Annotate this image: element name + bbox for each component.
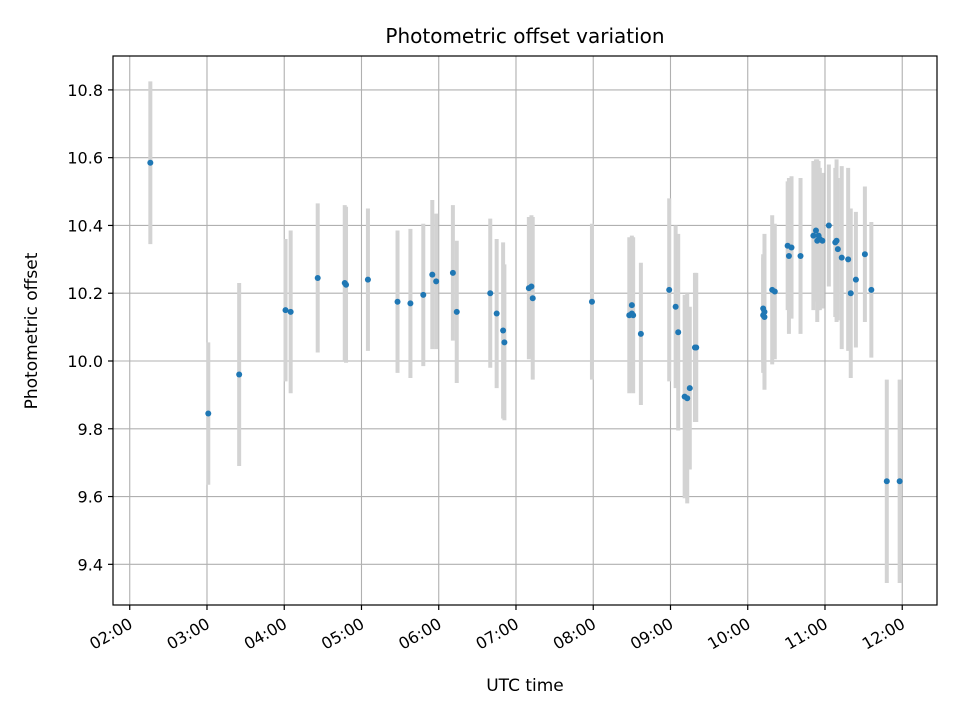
- data-point: [845, 256, 852, 263]
- data-points: [147, 159, 903, 485]
- data-point: [628, 302, 635, 309]
- y-axis-label: Photometric offset: [22, 252, 42, 409]
- data-point: [761, 313, 768, 320]
- x-axis-label: UTC time: [486, 676, 564, 696]
- data-point: [771, 288, 778, 295]
- plot-frame: [112, 55, 938, 606]
- data-point: [343, 281, 350, 288]
- data-point: [684, 395, 691, 402]
- data-point: [287, 308, 294, 315]
- data-point: [852, 276, 859, 283]
- data-point: [883, 478, 890, 485]
- y-tick-label: 10.2: [67, 284, 103, 303]
- data-point: [833, 237, 840, 244]
- data-point: [493, 310, 500, 317]
- data-point: [394, 298, 401, 305]
- data-point: [147, 159, 154, 166]
- y-tick-label: 10.6: [67, 149, 103, 168]
- y-axis: 9.4 9.6 9.8 10.0 10.2 10.4 10.6 10.8: [67, 81, 113, 574]
- data-point: [453, 308, 460, 315]
- data-point: [588, 298, 595, 305]
- y-tick-label: 10.8: [67, 81, 103, 100]
- data-point: [785, 252, 792, 259]
- data-point: [528, 283, 535, 290]
- data-point: [449, 269, 456, 276]
- data-point: [487, 290, 494, 297]
- data-point: [761, 308, 768, 315]
- data-point: [868, 286, 875, 293]
- data-point: [420, 291, 427, 298]
- data-point: [500, 327, 507, 334]
- data-point: [825, 222, 832, 229]
- y-tick-label: 9.6: [78, 488, 103, 507]
- data-point: [314, 274, 321, 281]
- data-point: [812, 227, 819, 234]
- grid: [113, 56, 937, 605]
- data-point: [788, 244, 795, 251]
- data-point: [861, 251, 868, 258]
- data-point: [675, 329, 682, 336]
- data-point: [433, 278, 440, 285]
- data-point: [282, 307, 289, 314]
- data-point: [672, 303, 679, 310]
- data-point: [529, 295, 536, 302]
- data-point: [407, 300, 414, 307]
- data-point: [686, 385, 693, 392]
- data-point: [236, 371, 243, 378]
- data-point: [666, 286, 673, 293]
- data-point: [797, 252, 804, 259]
- data-point: [693, 344, 700, 351]
- data-point: [205, 410, 212, 417]
- data-point: [501, 339, 508, 346]
- data-point: [810, 232, 817, 239]
- y-tick-label: 10.4: [67, 216, 103, 235]
- data-point: [834, 246, 841, 253]
- chart-title: Photometric offset variation: [385, 24, 664, 48]
- data-point: [630, 312, 637, 319]
- data-point: [847, 290, 854, 297]
- data-point: [838, 254, 845, 261]
- data-point: [819, 237, 826, 244]
- data-point: [896, 478, 903, 485]
- data-point: [364, 276, 371, 283]
- y-tick-label: 9.8: [78, 420, 103, 439]
- data-point: [429, 271, 436, 278]
- data-point: [637, 330, 644, 337]
- y-tick-label: 9.4: [78, 555, 103, 574]
- y-tick-label: 10.0: [67, 352, 103, 371]
